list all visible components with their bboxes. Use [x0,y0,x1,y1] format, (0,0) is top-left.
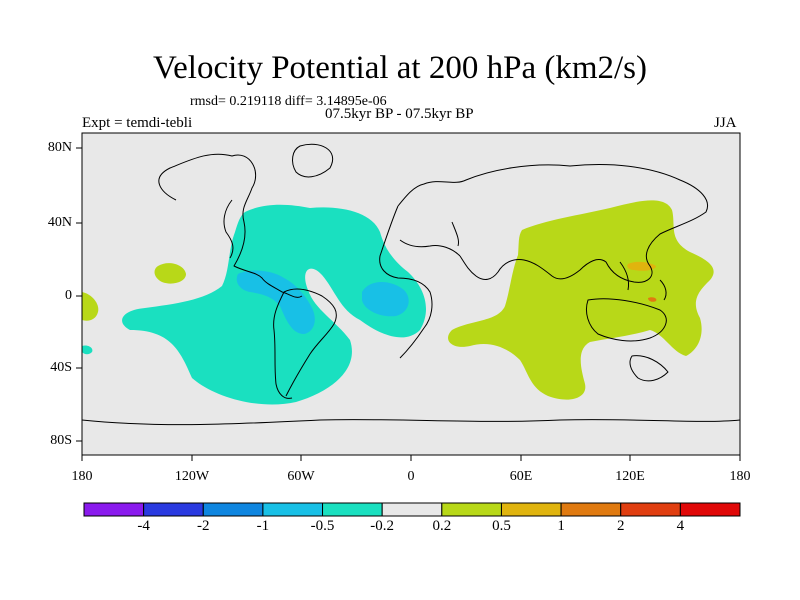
lat-label-40n: 40N [47,215,72,230]
stats-line: rmsd= 0.219118 diff= 3.14895e-06 [190,94,387,109]
colorbar-swatch [202,502,264,517]
colorbar-swatch [381,502,443,517]
contour-neg-mid-caribbean [236,270,315,334]
colorbar-label: -4 [137,518,150,534]
experiment-label: Expt = temdi-tebli [82,115,193,131]
colorbar-label: -2 [197,518,210,534]
lon-label-120e: 120E [615,469,645,484]
lon-label-0: 0 [407,469,415,484]
contour-neg-weak-west-edge [82,345,93,355]
lon-label-60w: 60W [287,469,315,484]
colorbar-label: 4 [676,518,685,534]
colorbar-swatch [322,502,383,517]
lat-label-80s: 80S [50,433,72,448]
lon-label-180w: 180 [71,469,93,484]
contour-pos-weak-west-edge [82,292,99,321]
colorbar [83,502,741,517]
lon-label-180e: 180 [729,469,751,484]
colorbar-swatch [83,502,145,517]
contour-neg-weak-americas [122,204,427,405]
colorbar-swatch [500,502,562,517]
colorbar-label: -1 [256,518,270,534]
lon-ticks [81,455,741,461]
coastlines [82,143,740,426]
colorbar-swatch [620,502,681,517]
colorbar-swatch [262,502,324,517]
contour-neg-mid-atlantic [362,282,409,317]
lat-label-40s: 40S [50,360,72,375]
colorbar-swatch [441,502,502,517]
colorbar-swatch [679,502,741,517]
lon-label-60e: 60E [509,469,533,484]
lat-ticks [76,147,82,442]
colorbar-label: 0.2 [432,518,452,534]
plot-title: Velocity Potential at 200 hPa (km2/s) [152,50,648,86]
plot-subtitle: 07.5kyr BP - 07.5kyr BP [325,106,474,122]
colorbar-label: 0.5 [492,518,511,534]
colorbar-swatch [560,502,622,517]
lat-label-80n: 80N [47,140,72,155]
colorbar-swatch [143,502,204,517]
colorbar-label: 1 [557,518,565,534]
colorbar-label: -0.2 [370,518,395,534]
colorbar-label: -0.5 [310,518,335,534]
season-label: JJA [714,115,737,131]
contour-pos-strong-indonesia [648,297,657,302]
lon-label-120w: 120W [174,469,210,484]
contour-pos-weak-pacific [154,263,186,284]
lat-label-equator: 0 [65,288,72,303]
colorbar-label: 2 [616,518,625,534]
